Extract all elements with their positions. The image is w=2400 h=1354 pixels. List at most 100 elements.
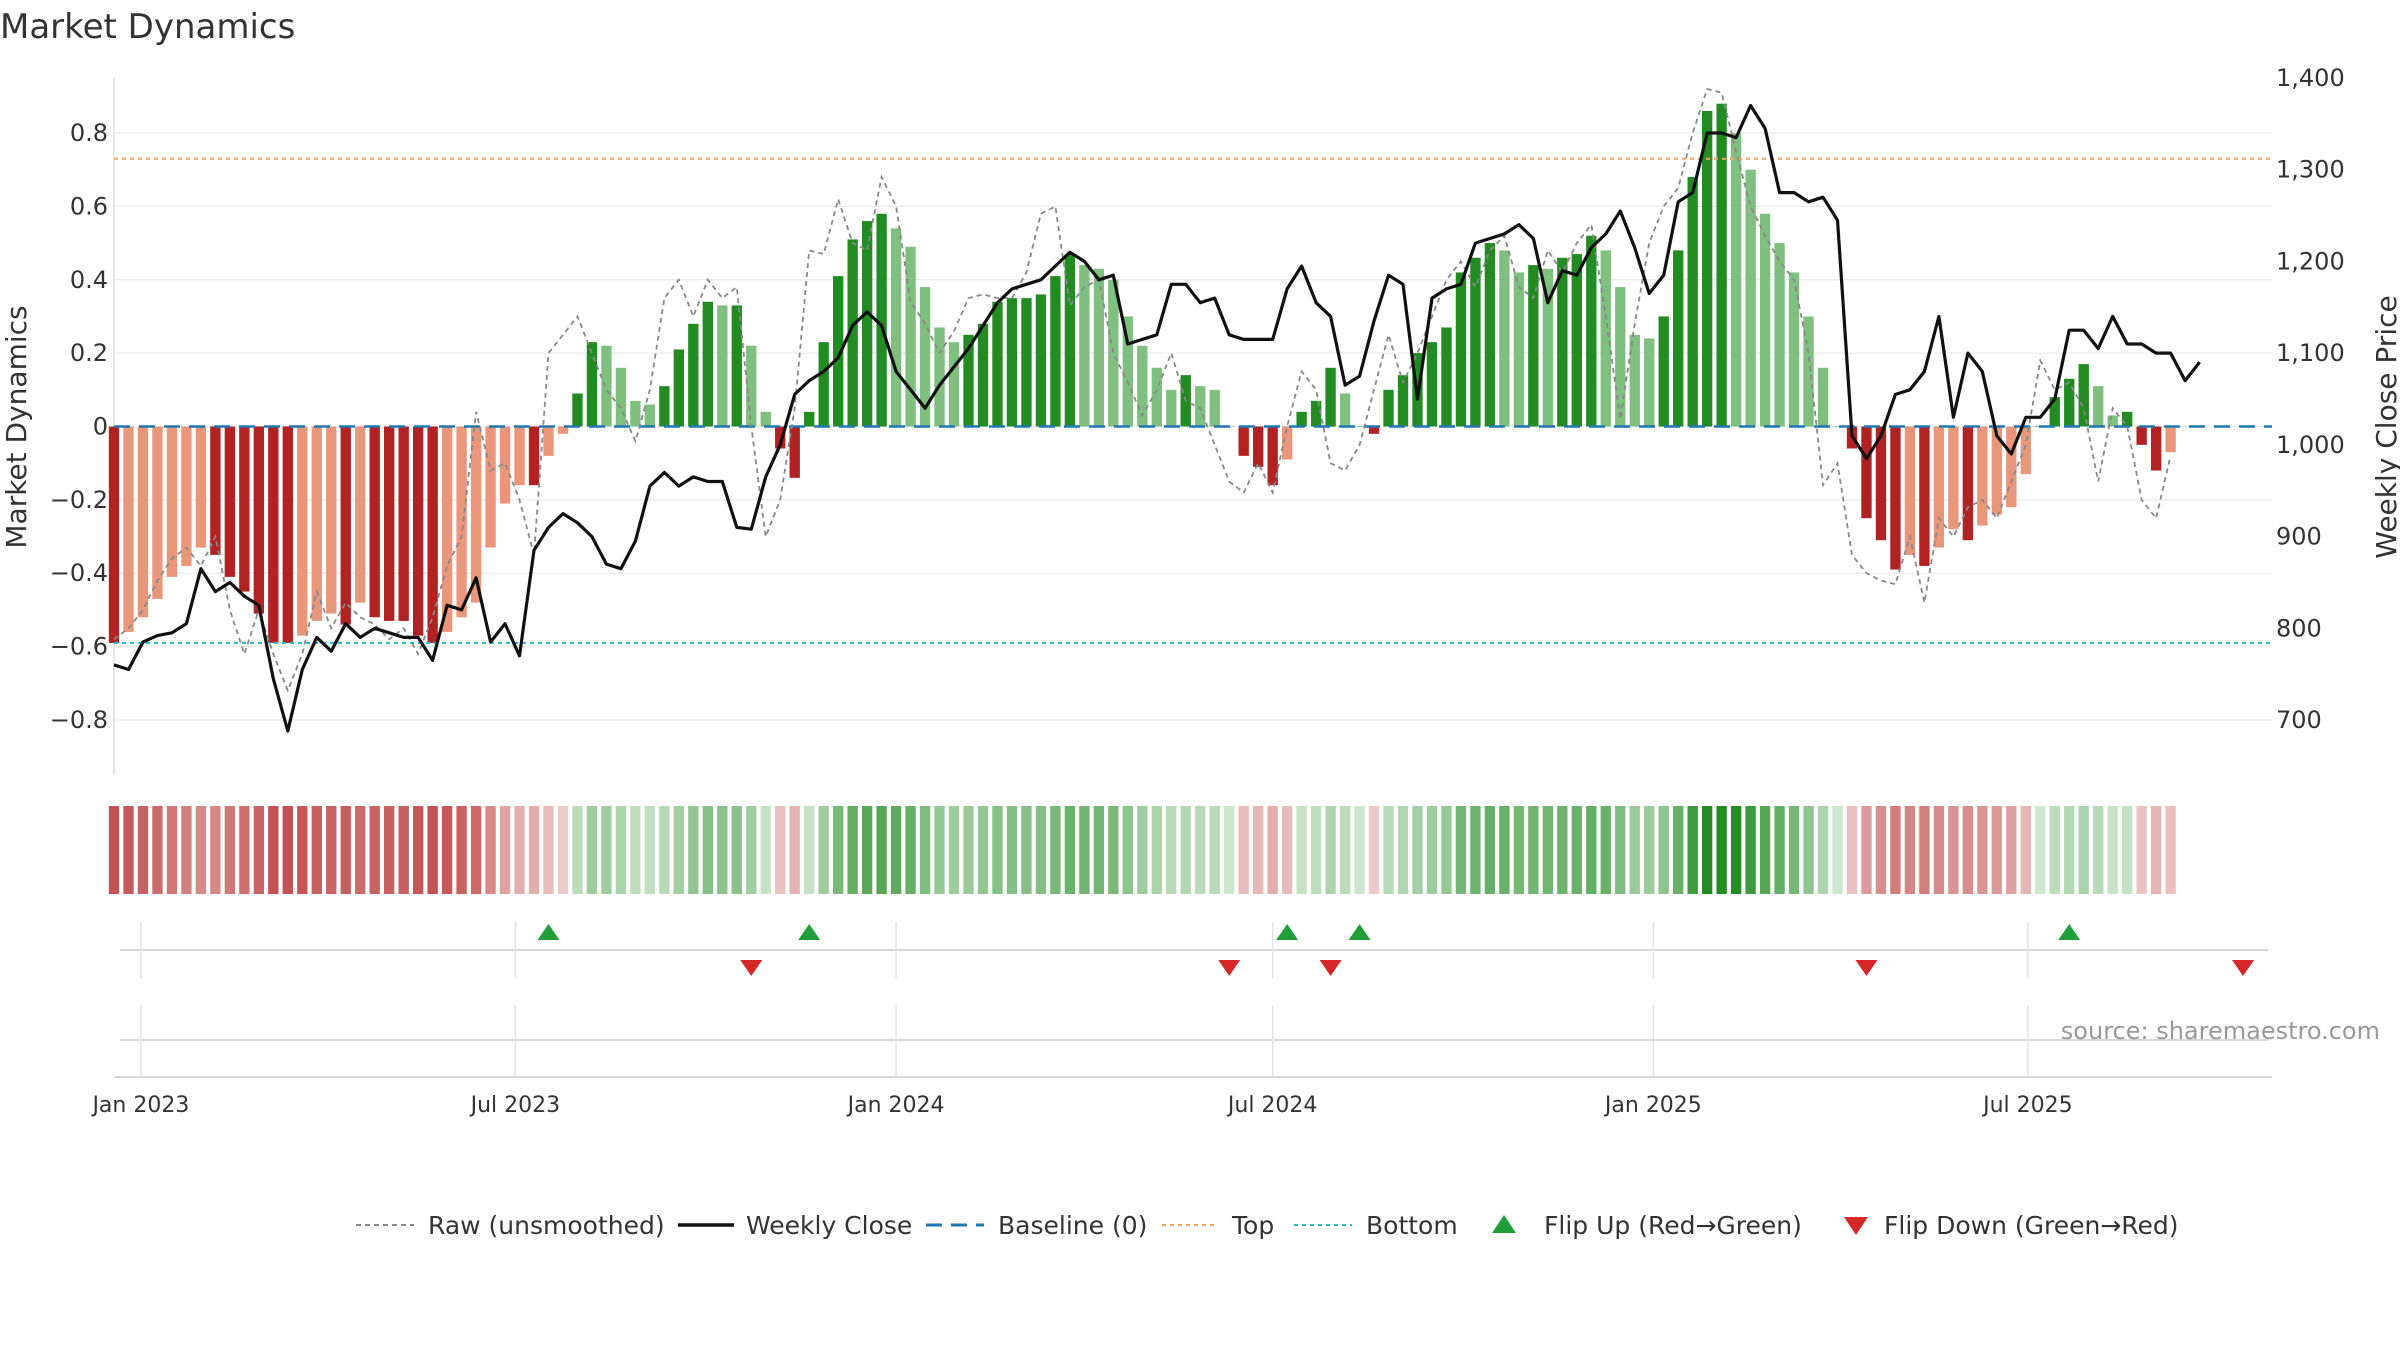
dynamics-bar	[282, 426, 293, 643]
regime-strip-cell	[1166, 806, 1177, 894]
x-tick-label: Jul 2024	[1226, 1093, 1318, 1118]
dynamics-bar	[557, 426, 569, 434]
flip-up-marker	[2058, 924, 2081, 940]
regime-strip-cell	[2107, 806, 2118, 894]
y-tick-label-left: −0.6	[50, 633, 108, 661]
dynamics-bar	[1701, 111, 1713, 427]
x-tick-label: Jul 2023	[469, 1093, 561, 1118]
dynamics-bar	[1586, 235, 1597, 427]
regime-strip-cell	[427, 806, 438, 894]
regime-strip-cell	[659, 806, 670, 894]
regime-strip-cell	[369, 806, 380, 894]
dynamics-bar	[832, 276, 844, 427]
regime-strip-cell	[2150, 806, 2162, 894]
regime-strip-cell	[108, 806, 120, 894]
dynamics-bar	[1615, 287, 1626, 427]
dynamics-bar	[1281, 426, 1293, 460]
regime-strip-cell	[861, 806, 873, 894]
regime-strip-cell	[688, 806, 699, 894]
regime-strip-cell	[1600, 806, 1611, 894]
flip-down-marker	[1855, 960, 1878, 976]
regime-strip-cell	[1253, 806, 1264, 894]
dynamics-bar	[1484, 243, 1496, 427]
dynamics-bar	[224, 426, 236, 577]
flip-up-marker	[537, 924, 560, 940]
regime-strip-cell	[2006, 806, 2017, 894]
y-tick-label-left: −0.4	[50, 559, 108, 587]
dynamics-bar	[369, 426, 380, 618]
y-tick-label-right: 1,200	[2276, 247, 2345, 275]
dynamics-bar	[1919, 426, 1930, 566]
regime-strip-cell	[1673, 806, 1684, 894]
regime-strip-cell	[1137, 806, 1148, 894]
legend-item: Flip Down (Green→Red)	[1844, 1211, 2179, 1240]
dynamics-bar	[1861, 426, 1872, 519]
regime-strip-cell	[2165, 806, 2176, 894]
regime-strip-cell	[1571, 806, 1582, 894]
dynamics-bar	[861, 221, 873, 427]
dynamics-bar	[702, 301, 713, 427]
regime-strip-cell	[1195, 806, 1206, 894]
regime-strip-cell	[775, 806, 786, 894]
regime-strip-cell	[2136, 806, 2147, 894]
regime-strip-cell	[1846, 806, 1858, 894]
dynamics-bar	[543, 426, 554, 456]
dynamics-bar	[2136, 426, 2147, 445]
dynamics-bar	[977, 323, 989, 427]
dynamics-bar	[1832, 426, 1843, 427]
dynamics-bar	[210, 426, 221, 555]
weekly-close-line	[113, 103, 2201, 733]
regime-strip-cell	[789, 806, 800, 894]
regime-strip-cell	[528, 806, 540, 894]
dynamics-bar	[1977, 426, 1988, 526]
dynamics-bar	[760, 411, 771, 427]
y-tick-label-left: −0.2	[50, 486, 108, 514]
dynamics-bar	[876, 213, 887, 427]
dynamics-bar	[456, 426, 467, 618]
regime-strip-cell	[1267, 806, 1278, 894]
dynamics-bar	[1774, 243, 1785, 427]
dynamics-bar	[1397, 375, 1409, 427]
regime-strip-cell	[760, 806, 771, 894]
regime-strip-cell	[1615, 806, 1626, 894]
regime-strip-cell	[1064, 806, 1076, 894]
regime-strip-cell	[1745, 806, 1756, 894]
legend-label: Weekly Close	[746, 1211, 912, 1240]
dynamics-bar	[398, 426, 409, 621]
dynamics-bar	[905, 246, 916, 427]
dynamics-bar	[673, 349, 685, 427]
dynamics-bar	[1006, 298, 1018, 427]
dynamics-bar	[1441, 327, 1452, 427]
dynamics-bar	[1035, 294, 1047, 427]
regime-strip-cell	[1180, 806, 1191, 894]
dynamics-bar	[919, 287, 931, 427]
dynamics-bar	[1064, 254, 1076, 427]
legend-item: Raw (unsmoothed)	[356, 1211, 665, 1240]
regime-strip-cell	[1325, 806, 1336, 894]
regime-strip-cell	[601, 806, 612, 894]
regime-strip-cell	[1412, 806, 1423, 894]
regime-strip-cell	[1021, 806, 1032, 894]
regime-strip-cell	[934, 806, 945, 894]
regime-strip-cell	[702, 806, 713, 894]
dynamics-bar	[1658, 316, 1669, 427]
regime-strip-cell	[1035, 806, 1047, 894]
dynamics-bar	[1368, 426, 1380, 434]
y-tick-label-right: 900	[2276, 523, 2322, 551]
dynamics-bar	[499, 426, 511, 504]
legend-flip-down-swatch	[1844, 1217, 1868, 1235]
dynamics-bar	[340, 426, 351, 625]
dynamics-bar	[586, 342, 598, 427]
dynamics-bar	[1629, 334, 1640, 427]
dynamics-bar	[572, 393, 583, 427]
regime-strip-cell	[1904, 806, 1916, 894]
dynamics-bar	[1875, 426, 1887, 541]
regime-strip-cell	[717, 806, 728, 894]
regime-strip-cell	[1484, 806, 1496, 894]
regime-strip-cell	[311, 806, 322, 894]
dynamics-bar	[1803, 316, 1814, 427]
dynamics-bar	[1325, 367, 1336, 427]
regime-strip-cell	[1730, 806, 1742, 894]
regime-strip-cell	[876, 806, 887, 894]
